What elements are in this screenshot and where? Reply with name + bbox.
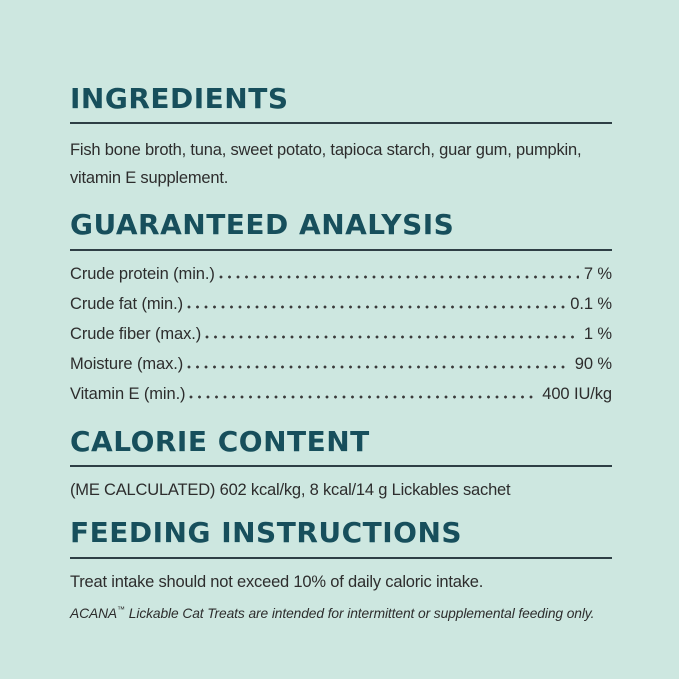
feeding-instructions-text: Treat intake should not exceed 10% of da…: [70, 572, 484, 591]
guaranteed-analysis-table: Crude protein (min.) 7 % Crude fat (min.) 0…: [70, 259, 612, 409]
nutrient-value: 0.1 %: [570, 294, 612, 313]
dot-leader: [205, 333, 579, 339]
feeding-instructions-heading: FEEDING INSTRUCTIONS: [70, 516, 463, 550]
dot-leader: [187, 303, 566, 309]
table-row: Moisture (max.) 90 %: [70, 349, 612, 379]
guaranteed-analysis-heading: GUARANTEED ANALYSIS: [70, 208, 455, 242]
nutrient-value: 7 %: [583, 264, 612, 283]
ingredients-line: Fish bone broth, tuna, sweet potato, tap…: [70, 141, 582, 160]
section-guaranteed-analysis: GUARANTEED ANALYSIS Crude protein (min.)…: [70, 210, 612, 408]
ingredients-line: vitamin E supplement.: [70, 169, 229, 188]
calorie-content-text: (ME CALCULATED) 602 kcal/kg, 8 kcal/14 g…: [70, 481, 511, 500]
nutrient-value: 1 %: [583, 324, 612, 343]
nutrient-label: Crude protein (min.): [70, 264, 215, 283]
table-row: Crude protein (min.) 7 %: [70, 259, 612, 289]
dot-leader: [218, 273, 579, 279]
calorie-content-rule: [70, 465, 612, 468]
trademark-symbol: ™: [117, 604, 126, 614]
ingredients-text: Fish bone broth, tuna, sweet potato, tap…: [70, 136, 612, 192]
nutrient-label: Moisture (max.): [70, 354, 184, 373]
nutrient-label: Vitamin E (min.): [70, 384, 186, 403]
section-calorie-content: CALORIE CONTENT (ME CALCULATED) 602 kcal…: [70, 424, 612, 500]
feeding-instructions-rule: [70, 556, 612, 559]
brand-name: ACANA: [70, 605, 118, 621]
table-row: Crude fat (min.) 0.1 %: [70, 289, 612, 319]
ingredients-rule: [70, 122, 612, 125]
nutrient-value: 400 IU/kg: [542, 384, 612, 403]
nutrient-label: Crude fat (min.): [70, 294, 184, 313]
table-row: Crude fiber (max.) 1 %: [70, 319, 612, 349]
feeding-note-text: Lickable Cat Treats are intended for int…: [125, 605, 595, 621]
section-feeding-instructions: FEEDING INSTRUCTIONS Treat intake should…: [70, 518, 612, 621]
dot-leader: [189, 393, 538, 399]
ingredients-heading: INGREDIENTS: [70, 82, 289, 115]
feeding-note: ACANA™ Lickable Cat Treats are intended …: [70, 601, 612, 622]
nutrient-label: Crude fiber (max.): [70, 324, 202, 343]
guaranteed-analysis-rule: [70, 248, 612, 251]
nutrient-value: 90 %: [574, 354, 612, 373]
dot-leader: [187, 363, 570, 369]
section-ingredients: INGREDIENTS Fish bone broth, tuna, sweet…: [70, 84, 612, 192]
table-row: Vitamin E (min.) 400 IU/kg: [70, 379, 612, 409]
calorie-content-heading: CALORIE CONTENT: [70, 424, 370, 458]
